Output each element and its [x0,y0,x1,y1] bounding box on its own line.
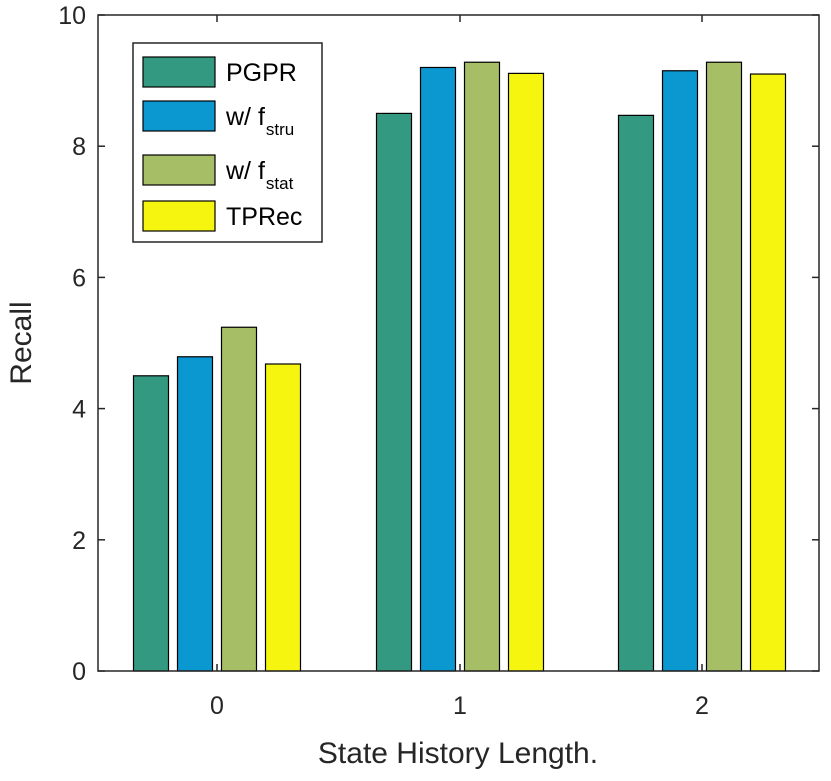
bar-tprec-2 [749,73,787,672]
ticks-layer: 0 2 4 6 8 10 0 1 2 [58,2,819,720]
bar-wf-stat-0 [220,326,258,672]
bars-layer [132,61,787,672]
bar-wf-stru-0 [176,356,214,672]
legend-swatch [142,154,216,186]
legend-swatch [142,100,216,132]
x-axis-title: State History Length. [318,737,598,770]
legend-label: PGPR [226,59,297,87]
bar-wf-stru-1 [419,66,457,672]
y-tick-label: 0 [72,658,86,686]
legend-swatch [142,200,216,232]
plot-area-frame [97,14,820,672]
x-tick-label: 2 [695,692,709,720]
bar-wf-stat-2 [705,61,743,672]
bar-tprec-1 [507,72,545,672]
y-tick-label: 4 [72,396,86,424]
bar-wf-stru-2 [661,70,699,672]
bar-tprec-0 [264,363,302,672]
y-tick-label: 10 [58,2,86,30]
legend-swatch [142,56,216,88]
x-tick-label: 0 [210,692,224,720]
y-tick-label: 8 [72,133,86,161]
x-tick-label: 1 [453,692,467,720]
bar-wf-stat-1 [463,61,501,672]
y-tick-label: 2 [72,527,86,555]
bar-pgpr-1 [375,112,413,672]
bar-pgpr-2 [617,114,655,672]
y-axis-title: Recall [5,301,38,384]
y-tick-label: 6 [72,264,86,292]
bar-pgpr-0 [132,375,170,672]
legend-label: TPRec [226,203,302,231]
